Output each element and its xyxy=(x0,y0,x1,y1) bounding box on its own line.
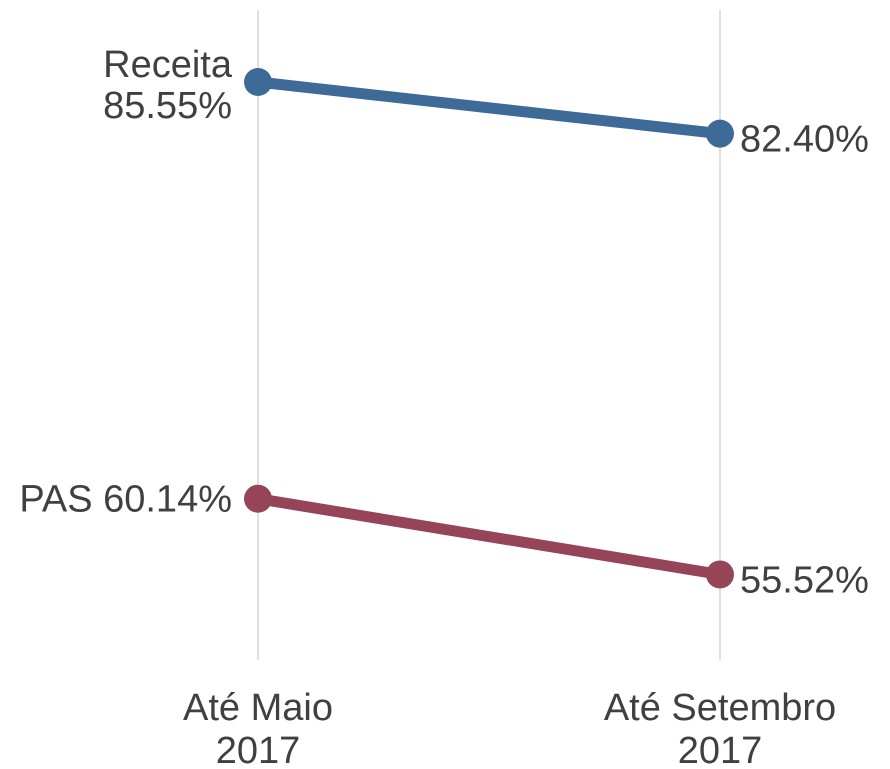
data-label-pas-0: PAS 60.14% xyxy=(19,479,232,521)
data-point-pas-0 xyxy=(244,484,272,513)
data-label-value-pas-0: 60.14% xyxy=(103,479,232,521)
x-tick-label-0-line-1: 2017 xyxy=(216,730,301,769)
x-tick-label-0-line-0: Até Maio xyxy=(183,687,333,729)
series-lines xyxy=(252,76,726,580)
x-tick-label-0: Até Maio 2017 xyxy=(183,687,333,769)
series-name-label-pas: PAS xyxy=(19,479,103,521)
data-point-receita-1 xyxy=(706,119,734,148)
data-point-receita-0 xyxy=(244,68,272,96)
data-point-pas-1 xyxy=(706,560,734,589)
series-line-receita xyxy=(252,76,726,140)
x-tick-label-1: Até Setembro 2017 xyxy=(604,687,836,769)
data-label-pas-1: 55.52% xyxy=(740,559,869,601)
data-label-receita-1: 82.40% xyxy=(740,119,869,161)
series-name-label-receita: Receita xyxy=(103,44,233,86)
series-points xyxy=(244,68,734,589)
x-tick-label-1-line-0: Até Setembro xyxy=(604,687,836,729)
gridlines xyxy=(257,10,721,660)
data-label-receita-0: 85.55% xyxy=(103,85,232,127)
x-tick-label-1-line-1: 2017 xyxy=(678,730,763,769)
series-line-pas xyxy=(252,493,726,580)
